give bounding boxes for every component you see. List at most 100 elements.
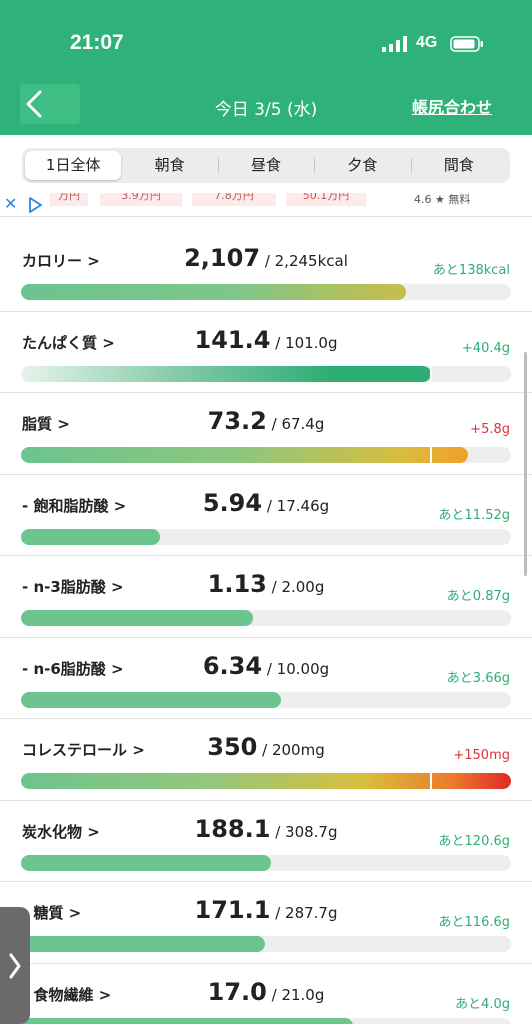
remaining-value: あと4.0g	[455, 996, 510, 1012]
nutrient-row[interactable]: たんぱく質 > 141.4 / 101.0g +40.4g	[0, 312, 532, 393]
target-value: / 308.7g	[275, 822, 338, 841]
nutrient-label[interactable]: たんぱく質 >	[22, 333, 115, 352]
nutrient-value: 1.13 / 2.00g	[0, 570, 532, 598]
ad-chip: 50.1万円	[286, 193, 366, 206]
progress-track	[21, 1017, 511, 1024]
battery-icon	[450, 36, 483, 52]
remaining-value: +40.4g	[461, 340, 510, 356]
remaining-value: +5.8g	[470, 422, 510, 437]
intake-value: 171.1	[194, 896, 271, 924]
remaining-value: あと11.52g	[438, 507, 510, 523]
target-value: / 17.46g	[266, 496, 330, 515]
remaining-value: あと116.6g	[438, 915, 510, 930]
nutrient-row[interactable]: 炭水化物 > 188.1 / 308.7g あと120.6g	[0, 801, 532, 882]
scrollbar[interactable]	[524, 352, 527, 576]
progress-track	[21, 284, 511, 300]
progress-fill	[21, 936, 265, 952]
nutrient-label[interactable]: - n-6脂肪酸 >	[22, 659, 124, 678]
page-title: 今日 3/5 (水)	[214, 100, 318, 120]
signal-icon	[382, 36, 407, 52]
intake-value: 6.34	[202, 651, 263, 680]
chevron-left-icon	[26, 90, 42, 118]
target-marker	[430, 773, 432, 789]
target-marker	[430, 365, 432, 382]
network-type: 4G	[416, 34, 438, 51]
progress-fill	[21, 365, 431, 382]
intake-value: 17.0	[207, 977, 267, 1006]
progress-track	[21, 528, 511, 545]
remaining-value: あと138kcal	[432, 263, 510, 278]
progress-fill	[21, 1017, 354, 1024]
target-value: / 2.00g	[271, 578, 325, 596]
progress-track	[21, 610, 511, 626]
target-value: / 2,245kcal	[264, 252, 348, 270]
tab-breakfast[interactable]: 朝食	[154, 156, 185, 174]
nutrient-label[interactable]: 炭水化物 >	[22, 822, 100, 841]
nutrient-value: 6.34 / 10.00g	[0, 652, 532, 680]
progress-fill	[21, 610, 253, 626]
app-header: 21:07 4G 今日 3/5 (水) 帳尻合わせ	[0, 0, 532, 135]
progress-fill	[21, 284, 407, 300]
back-button[interactable]	[20, 84, 80, 124]
nutrient-value: 5.94 / 17.46g	[0, 489, 532, 517]
progress-track	[21, 773, 511, 789]
remaining-value: あと120.6g	[438, 833, 510, 849]
progress-track	[21, 447, 511, 463]
remaining-value: +150mg	[453, 748, 510, 763]
intake-value: 1.13	[207, 570, 267, 598]
nutrient-label[interactable]: 脂質 >	[22, 415, 70, 433]
target-value: / 21.0g	[271, 985, 325, 1004]
remaining-value: あと0.87g	[446, 589, 510, 604]
intake-value: 5.94	[202, 488, 263, 517]
nutrient-value: 73.2 / 67.4g	[0, 407, 532, 435]
intake-value: 188.1	[194, 814, 271, 843]
nutrient-label[interactable]: - 糖質 >	[22, 904, 82, 922]
progress-fill	[21, 528, 161, 545]
progress-track	[21, 691, 511, 708]
side-drawer-handle[interactable]	[0, 907, 30, 1024]
intake-value: 141.4	[194, 325, 271, 354]
ad-chip: 3.9万円	[100, 193, 182, 206]
tab-snack[interactable]: 間食	[410, 151, 507, 180]
nutrient-row[interactable]: - n-3脂肪酸 >1.13 / 2.00g あと0.87g	[0, 556, 532, 638]
target-value: / 101.0g	[275, 333, 338, 352]
nutrient-label[interactable]: - 食物繊維 >	[22, 985, 112, 1004]
ad-rating: 4.6 ★ 無料	[414, 193, 471, 206]
nutrient-row[interactable]: カロリー >2,107 / 2,245kcal あと138kcal	[0, 230, 532, 312]
nutrient-label[interactable]: - n-3脂肪酸 >	[22, 578, 124, 596]
nutrient-label[interactable]: コレステロール >	[22, 741, 145, 759]
nutrient-label[interactable]: カロリー >	[22, 252, 100, 270]
nutrient-value: 171.1 / 287.7g	[0, 896, 532, 924]
ad-chip: 7.8万円	[192, 193, 276, 206]
progress-fill	[21, 447, 468, 463]
intake-value: 350	[207, 733, 258, 761]
tab-all-day[interactable]: 1日全体	[25, 151, 122, 180]
progress-track	[21, 854, 511, 871]
nutrient-label[interactable]: - 飽和脂肪酸 >	[22, 496, 127, 515]
tab-dinner[interactable]: 夕食	[314, 151, 410, 180]
nutrient-row[interactable]: - 飽和脂肪酸 >5.94 / 17.46g あと11.52g	[0, 475, 532, 556]
nutrient-value: 350 / 200mg	[0, 733, 532, 761]
nutrient-row[interactable]: - 食物繊維 > 17.0 / 21.0g あと4.0g	[0, 964, 532, 1024]
tab-lunch[interactable]: 昼食	[217, 151, 314, 180]
ad-banner[interactable]: ✕ 万円 3.9万円 7.8万円 50.1万円 4.6 ★ 無料	[0, 193, 532, 217]
ad-choices-icon[interactable]	[27, 197, 43, 213]
target-marker	[430, 447, 432, 463]
close-icon[interactable]: ✕	[4, 194, 18, 213]
target-value: / 287.7g	[275, 904, 338, 922]
status-time: 21:07	[70, 31, 124, 54]
target-value: / 67.4g	[271, 415, 325, 433]
intake-value: 73.2	[207, 407, 267, 435]
progress-track	[21, 365, 511, 382]
intake-value: 2,107	[184, 244, 261, 272]
progress-track	[21, 936, 511, 952]
nutrient-row[interactable]: - 糖質 >171.1 / 287.7g あと116.6g	[0, 882, 532, 964]
balance-link[interactable]: 帳尻合わせ	[411, 98, 492, 117]
progress-fill	[21, 691, 281, 708]
nutrient-row[interactable]: コレステロール >350 / 200mg +150mg	[0, 719, 532, 801]
progress-fill	[21, 854, 271, 871]
nutrient-value: 2,107 / 2,245kcal	[0, 244, 532, 272]
chevron-right-icon	[9, 953, 21, 978]
nutrient-row[interactable]: 脂質 >73.2 / 67.4g +5.8g	[0, 393, 532, 475]
nutrient-row[interactable]: - n-6脂肪酸 >6.34 / 10.00g あと3.66g	[0, 638, 532, 719]
